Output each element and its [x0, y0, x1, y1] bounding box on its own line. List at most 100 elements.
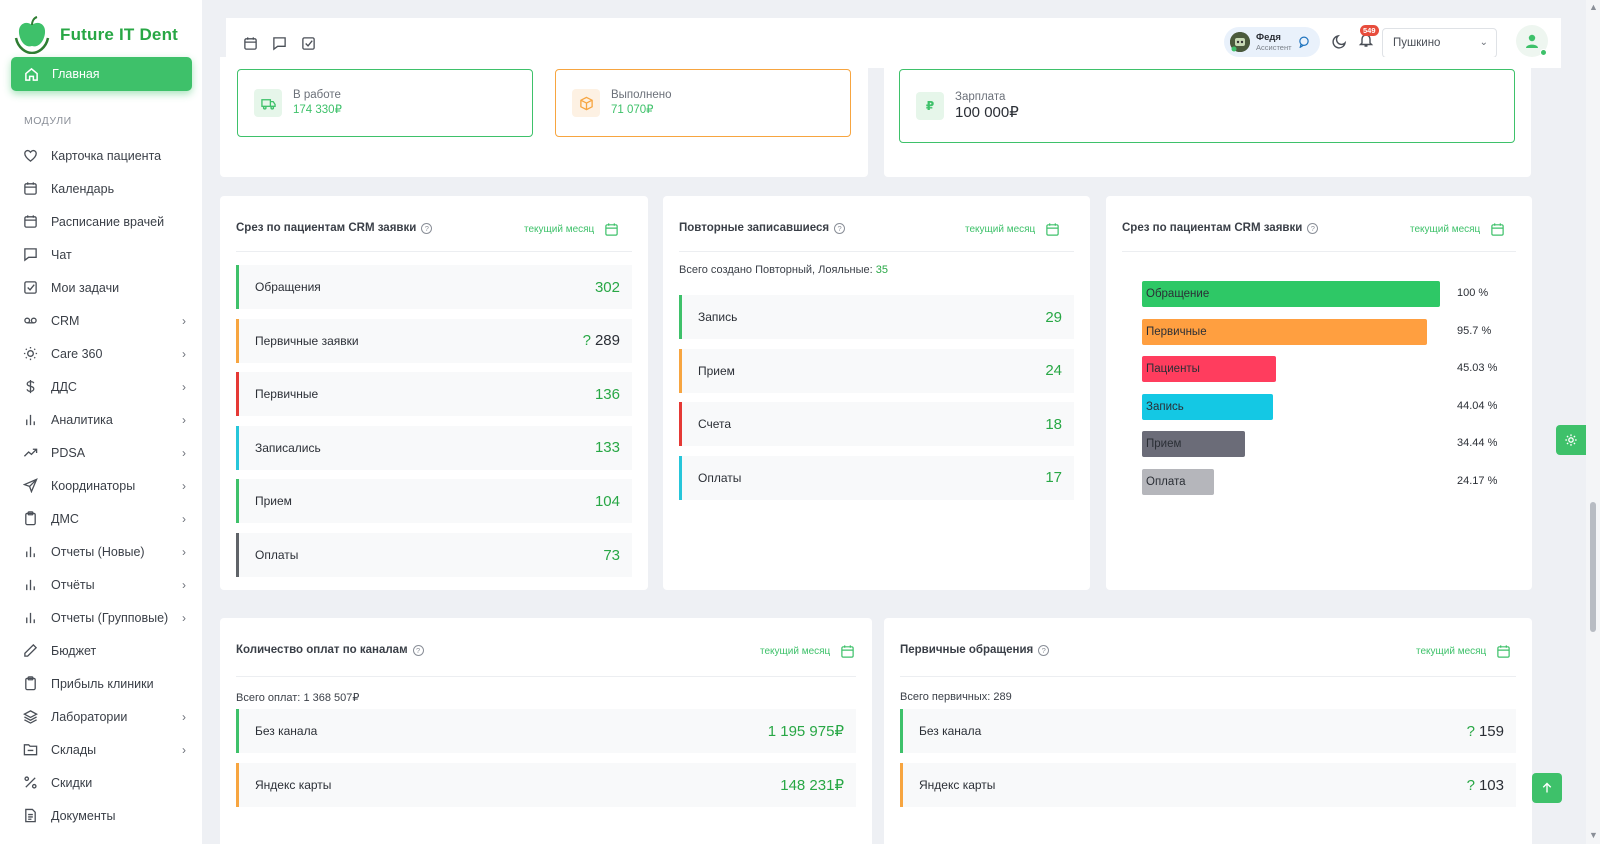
sidebar-item-карточка-пациента[interactable]: Карточка пациента	[22, 139, 192, 172]
calendar-icon	[22, 181, 38, 197]
scroll-to-top-button[interactable]	[1532, 773, 1562, 803]
sidebar-item-отчеты-групповые[interactable]: Отчеты (Групповые) ›	[22, 601, 192, 634]
funnel-bar-percent: 44.04 %	[1457, 399, 1498, 412]
list-item-value: 24	[1045, 362, 1062, 380]
sidebar-item-чат[interactable]: Чат	[22, 238, 192, 271]
help-icon[interactable]: ?	[1038, 644, 1050, 656]
logo[interactable]: Future IT Dent	[14, 16, 178, 54]
period-selector[interactable]: текущий месяц	[1416, 644, 1511, 659]
list-item-label: Счета	[698, 417, 732, 432]
list-item-label: Обращения	[255, 280, 321, 294]
scroll-up-arrow-icon[interactable]: ▲	[1589, 2, 1598, 12]
chevron-right-icon: ›	[182, 479, 186, 493]
trend-icon	[22, 445, 38, 461]
repeat-title: Повторные записавшиеся ?	[679, 222, 846, 234]
settings-gear-button[interactable]	[1556, 425, 1586, 455]
help-icon[interactable]: ?	[834, 222, 846, 234]
list-item-label: Оплаты	[698, 470, 742, 485]
sidebar-item-home[interactable]: Главная	[11, 57, 192, 91]
list-item-value: 133	[594, 439, 620, 457]
logo-apple-icon	[14, 16, 50, 54]
primary-title: Первичные обращения ?	[900, 644, 1050, 656]
funnel-bar[interactable]: Прием	[1142, 431, 1245, 458]
help-icon[interactable]: ?	[412, 644, 424, 656]
sidebar-item-календарь[interactable]: Календарь	[22, 172, 192, 205]
funnel-bar-label: Оплата	[1146, 476, 1186, 488]
payments-title-text: Количество оплат по каналам	[236, 644, 408, 656]
sidebar-item-бюджет[interactable]: Бюджет	[22, 634, 192, 667]
sidebar-item-care-360[interactable]: Care 360 ›	[22, 337, 192, 370]
sidebar-item-label: Мои задачи	[51, 280, 120, 295]
stat-in-work: В работе 174 330₽	[237, 69, 533, 137]
funnel-bar[interactable]: Оплата	[1142, 469, 1214, 495]
scrollbar-thumb[interactable]	[1590, 502, 1596, 632]
clipboard-icon	[22, 676, 38, 692]
stats-card-right: ₽ Зарплата 100 000₽	[884, 57, 1531, 177]
crm-slice-title-text: Срез по пациентам CRM заявки	[236, 222, 417, 234]
sidebar-item-label: ДМС	[51, 511, 79, 526]
chat-icon[interactable]	[271, 35, 287, 51]
tasks-icon[interactable]	[300, 35, 316, 51]
period-selector[interactable]: текущий месяц	[524, 222, 619, 237]
list-item-value: 289	[594, 332, 620, 350]
sidebar-item-pdsa[interactable]: PDSA ›	[22, 436, 192, 469]
checkbox-icon	[22, 280, 38, 296]
funnel-bar[interactable]: Первичные	[1142, 318, 1427, 345]
sidebar-item-координаторы[interactable]: Координаторы ›	[22, 469, 192, 502]
clinic-select-value: Пушкино	[1393, 37, 1441, 49]
sidebar-item-документы[interactable]: Документы	[22, 799, 192, 832]
chevron-right-icon: ›	[182, 710, 186, 724]
divider	[1122, 251, 1516, 252]
sidebar-item-мои-задачи[interactable]: Мои задачи	[22, 271, 192, 304]
funnel-bar[interactable]: Пациенты	[1142, 356, 1276, 383]
sidebar-item-отчёты[interactable]: Отчёты ›	[22, 568, 192, 601]
assistant-chip[interactable]: Федя Ассистент	[1224, 27, 1320, 57]
assistant-chat-icon	[1298, 36, 1309, 48]
home-icon	[25, 67, 38, 81]
scroll-down-arrow-icon[interactable]: ▼	[1589, 830, 1598, 840]
payments-total-label: Всего оплат:	[236, 692, 301, 704]
sidebar-item-отчеты-новые[interactable]: Отчеты (Новые) ›	[22, 535, 192, 568]
list-item-value: 29	[1045, 308, 1062, 326]
sidebar-item-label: Документы	[51, 808, 116, 823]
theme-toggle-moon-icon[interactable]	[1332, 33, 1350, 51]
sidebar-item-лаборатории[interactable]: Лаборатории ›	[22, 700, 192, 733]
repeat-title-text: Повторные записавшиеся	[679, 222, 830, 234]
ruble-icon: ₽	[916, 92, 944, 120]
sidebar-item-crm[interactable]: CRM ›	[22, 304, 192, 337]
funnel-bar[interactable]: Обращение	[1142, 281, 1440, 307]
list-item: Первичные 136	[236, 372, 632, 417]
sidebar-item-склады[interactable]: Склады ›	[22, 733, 192, 766]
primary-total-value: 289	[993, 691, 1012, 703]
list-item: Записались 133	[236, 425, 632, 470]
calendar-icon[interactable]	[242, 35, 258, 51]
funnel-bar-percent: 45.03 %	[1457, 362, 1498, 375]
sidebar-item-прибыль-клиники[interactable]: Прибыль клиники	[22, 667, 192, 700]
scrollbar[interactable]	[1586, 0, 1600, 844]
period-selector[interactable]: текущий месяц	[1410, 222, 1505, 237]
assistant-name: Федя	[1256, 31, 1281, 43]
box-icon	[572, 89, 600, 117]
user-icon	[1526, 34, 1538, 48]
chevron-right-icon: ›	[182, 512, 186, 526]
sidebar-section-title: МОДУЛИ	[24, 115, 72, 127]
sidebar-item-label: Отчеты (Групповые)	[51, 610, 169, 625]
period-selector[interactable]: текущий месяц	[760, 644, 855, 659]
sidebar-item-аналитика[interactable]: Аналитика ›	[22, 403, 192, 436]
sidebar-item-ддс[interactable]: ДДС ›	[22, 370, 192, 403]
period-selector[interactable]: текущий месяц	[965, 222, 1060, 237]
unknown-value-mark: ?	[1466, 722, 1475, 740]
sidebar-item-дмс[interactable]: ДМС ›	[22, 502, 192, 535]
assistant-role: Ассистент	[1256, 42, 1292, 52]
sidebar-item-расписание-врачей[interactable]: Расписание врачей	[22, 205, 192, 238]
help-icon[interactable]: ?	[421, 222, 433, 234]
sidebar-item-label: Бюджет	[51, 643, 97, 658]
sidebar-item-label: PDSA	[51, 445, 86, 460]
clinic-select[interactable]: Пушкино ⌄	[1382, 28, 1497, 58]
help-icon[interactable]: ?	[1307, 222, 1319, 234]
sidebar-item-скидки[interactable]: Скидки	[22, 766, 192, 799]
stat-salary: ₽ Зарплата 100 000₽	[899, 69, 1515, 143]
chevron-right-icon: ›	[182, 413, 186, 427]
funnel-bar[interactable]: Запись	[1142, 393, 1273, 420]
layers-icon	[22, 709, 38, 725]
